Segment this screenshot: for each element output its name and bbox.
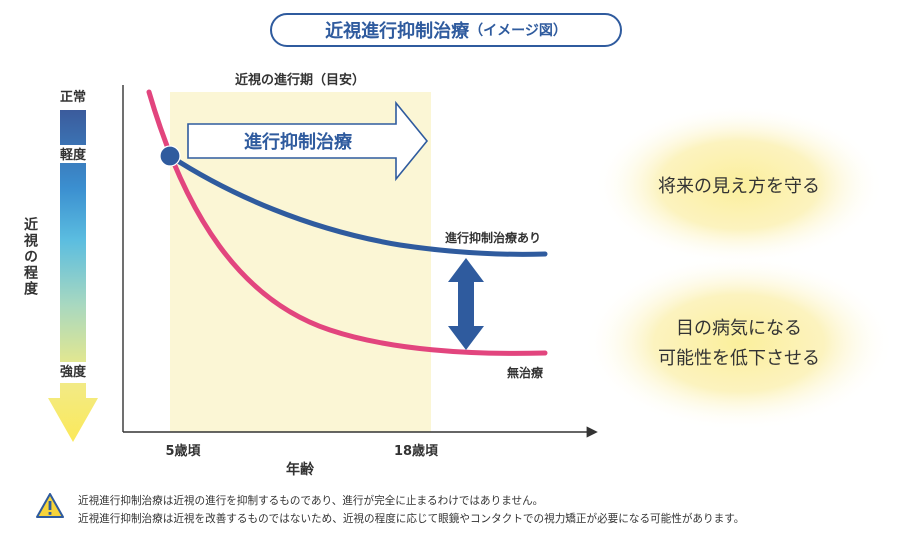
title-sub: （イメージ図）	[469, 23, 567, 39]
outcome-glow-untreated	[584, 255, 894, 431]
scale-strong-label: 強度	[60, 364, 87, 380]
disclaimer-line-1: 近視進行抑制治療は近視の進行を抑制するものであり、進行が完全に止まるわけではあり…	[78, 495, 544, 507]
outcome-untreated-line1: 目の病気になる	[676, 318, 802, 339]
x-axis-label: 年齢	[286, 461, 315, 478]
x-tick-18: 18歳頃	[394, 443, 439, 459]
title-main: 近視進行抑制治療	[325, 21, 470, 42]
disclaimer-notes: 近視進行抑制治療は近視の進行を抑制するものであり、進行が完全に止まるわけではあり…	[78, 492, 744, 528]
scale-mild-backdrop	[54, 145, 92, 163]
scale-down-arrow	[48, 383, 98, 442]
outcome-treated-text: 将来の見え方を守る	[658, 176, 820, 197]
scale-strong-backdrop	[54, 362, 92, 380]
treated-curve-label: 進行抑制治療あり	[445, 230, 541, 245]
treatment-arrow-label: 進行抑制治療	[244, 131, 353, 153]
untreated-curve-label: 無治療	[507, 365, 543, 380]
y-axis-label: 近視の程度	[22, 216, 39, 297]
outcome-untreated-line2: 可能性を低下させる	[658, 348, 820, 369]
period-label: 近視の進行期（目安）	[235, 72, 365, 88]
treatment-start-point	[159, 145, 181, 167]
untreated-curve	[146, 89, 548, 356]
outcome-glow-treated	[594, 105, 884, 265]
warning-icon	[36, 493, 64, 518]
diagram-title: 近視進行抑制治療 （イメージ図）	[270, 13, 622, 47]
scale-normal-label: 正常	[60, 89, 86, 105]
difference-double-arrow	[448, 258, 484, 350]
treated-curve	[167, 153, 548, 257]
scale-mild-label: 軽度	[60, 147, 87, 163]
treatment-arrow	[187, 100, 429, 182]
x-tick-5: 5歳頃	[165, 443, 201, 459]
disclaimer-line-2: 近視進行抑制治療は近視を改善するものではないため、近視の程度に応じて眼鏡やコンタ…	[78, 513, 745, 525]
